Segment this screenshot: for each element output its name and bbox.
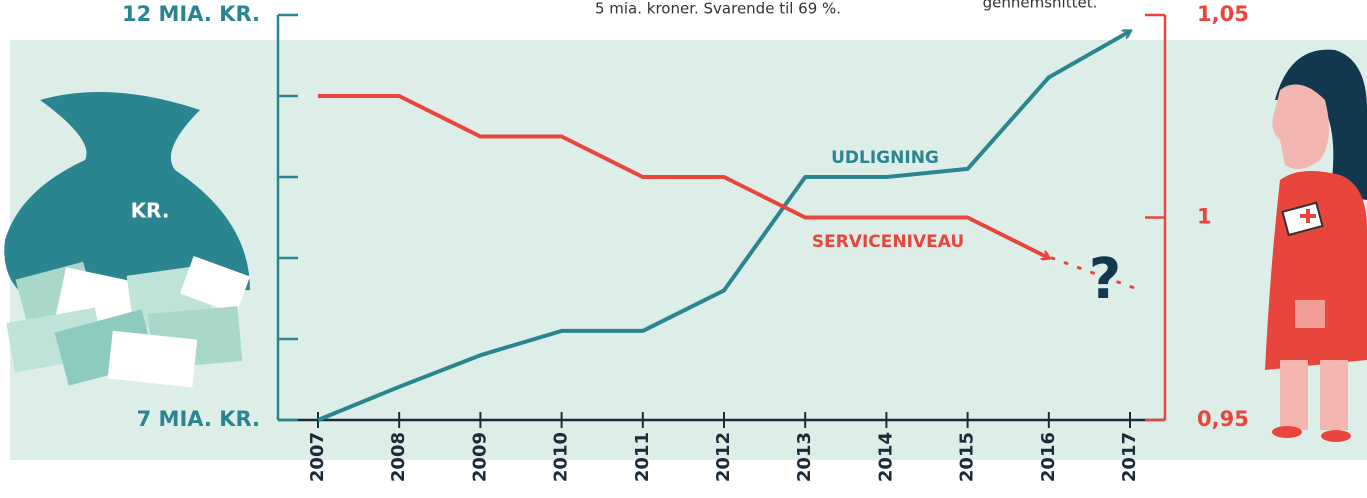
bag-label: KR. — [131, 199, 170, 223]
x-tick-label: 2009 — [469, 432, 490, 482]
series-label: SERVICENIVEAU — [812, 232, 964, 252]
x-tick-label: 2011 — [632, 432, 653, 482]
x-tick-label: 2013 — [794, 432, 815, 482]
infographic: 5 mia. kroner. Svarende til 69 %. gennem… — [0, 0, 1367, 498]
series-label: UDLIGNING — [831, 148, 939, 168]
bubble-text: 5 mia. kroner. Svarende til 69 %. — [595, 0, 841, 18]
corner-text: gennemsnittet. — [983, 0, 1098, 12]
question-mark: ? — [1089, 247, 1121, 312]
x-tick-label: 2014 — [875, 432, 896, 482]
y-tick-label: 7 MIA. KR. — [137, 407, 260, 431]
x-tick-label: 2012 — [713, 432, 734, 482]
x-tick-label: 2007 — [307, 432, 328, 482]
y2-tick-label: 1,05 — [1197, 2, 1249, 26]
x-tick-label: 2010 — [551, 432, 572, 482]
y2-tick-label: 1 — [1197, 205, 1212, 229]
y2-tick-label: 0,95 — [1197, 407, 1249, 431]
y-tick-label: 12 MIA. KR. — [122, 2, 260, 26]
x-tick-label: 2008 — [388, 432, 409, 482]
x-tick-label: 2017 — [1119, 432, 1140, 482]
x-tick-label: 2016 — [1038, 432, 1059, 482]
x-tick-label: 2015 — [957, 432, 978, 482]
